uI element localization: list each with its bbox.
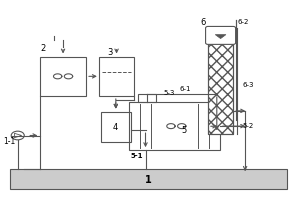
Text: 5-1: 5-1 bbox=[130, 153, 143, 159]
Bar bbox=[129, 102, 220, 150]
Text: 4: 4 bbox=[112, 123, 118, 132]
Bar bbox=[208, 43, 233, 134]
Bar bbox=[100, 57, 134, 96]
Text: 3: 3 bbox=[107, 48, 112, 57]
Text: 5-3: 5-3 bbox=[164, 90, 175, 96]
Text: 6-3: 6-3 bbox=[242, 82, 254, 88]
Text: 1-1: 1-1 bbox=[3, 137, 15, 146]
Text: 6-1: 6-1 bbox=[180, 86, 191, 92]
Polygon shape bbox=[215, 35, 226, 39]
Bar bbox=[208, 43, 233, 134]
Bar bbox=[208, 43, 233, 134]
Bar bbox=[10, 169, 287, 189]
Text: 6-2: 6-2 bbox=[238, 19, 249, 25]
Text: 5: 5 bbox=[182, 126, 187, 135]
Text: 6: 6 bbox=[201, 18, 206, 27]
FancyBboxPatch shape bbox=[206, 26, 236, 44]
Text: 1: 1 bbox=[145, 175, 152, 185]
Text: 5-2: 5-2 bbox=[242, 123, 254, 129]
Bar bbox=[40, 57, 86, 96]
Bar bbox=[101, 112, 131, 142]
Text: 2: 2 bbox=[40, 44, 45, 53]
Bar bbox=[138, 94, 156, 102]
